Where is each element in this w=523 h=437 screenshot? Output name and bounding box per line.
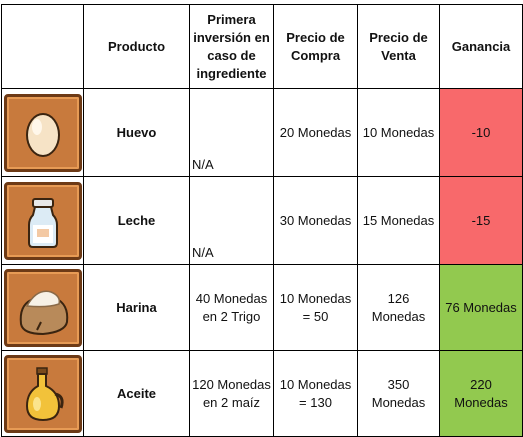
table-row: Leche N/A 30 Monedas 15 Monedas -15 — [1, 176, 523, 265]
profit-cell: -10 — [439, 88, 523, 177]
buy-price: 20 Monedas — [273, 88, 358, 177]
product-image-cell — [1, 350, 84, 437]
profit-cell: 76 Monedas — [439, 264, 523, 351]
product-image-cell — [1, 176, 84, 265]
header-sell-price: Precio de Venta — [357, 4, 440, 89]
buy-price: 30 Monedas — [273, 176, 358, 265]
oil-bottle-icon — [3, 354, 82, 433]
sell-price: 10 Monedas — [357, 88, 440, 177]
header-profit: Ganancia — [439, 4, 523, 89]
profit-cell: -15 — [439, 176, 523, 265]
first-investment: 40 Monedas en 2 Trigo — [189, 264, 274, 351]
flour-sack-icon — [3, 268, 82, 347]
product-price-table: Producto Primera inversión en caso de in… — [1, 4, 523, 437]
header-first-investment: Primera inversión en caso de ingrediente — [189, 4, 274, 89]
header-row: Producto Primera inversión en caso de in… — [1, 4, 523, 89]
header-product: Producto — [83, 4, 190, 89]
header-image — [1, 4, 84, 89]
milk-bottle-icon — [3, 181, 82, 260]
first-investment: N/A — [189, 88, 274, 177]
buy-price: 10 Monedas = 50 — [273, 264, 358, 351]
sell-price: 15 Monedas — [357, 176, 440, 265]
product-name: Harina — [83, 264, 190, 351]
product-image-cell — [1, 88, 84, 177]
table-row: Huevo N/A 20 Monedas 10 Monedas -10 — [1, 88, 523, 177]
product-name: Leche — [83, 176, 190, 265]
table-row: Harina 40 Monedas en 2 Trigo 10 Monedas … — [1, 264, 523, 351]
table-row: Aceite 120 Monedas en 2 maíz 10 Monedas … — [1, 350, 523, 437]
product-name: Huevo — [83, 88, 190, 177]
profit-cell: 220 Monedas — [439, 350, 523, 437]
product-image-cell — [1, 264, 84, 351]
header-buy-price: Precio de Compra — [273, 4, 358, 89]
egg-icon — [3, 93, 82, 172]
first-investment: 120 Monedas en 2 maíz — [189, 350, 274, 437]
sell-price: 350 Monedas — [357, 350, 440, 437]
buy-price: 10 Monedas = 130 — [273, 350, 358, 437]
first-investment: N/A — [189, 176, 274, 265]
product-name: Aceite — [83, 350, 190, 437]
sell-price: 126 Monedas — [357, 264, 440, 351]
